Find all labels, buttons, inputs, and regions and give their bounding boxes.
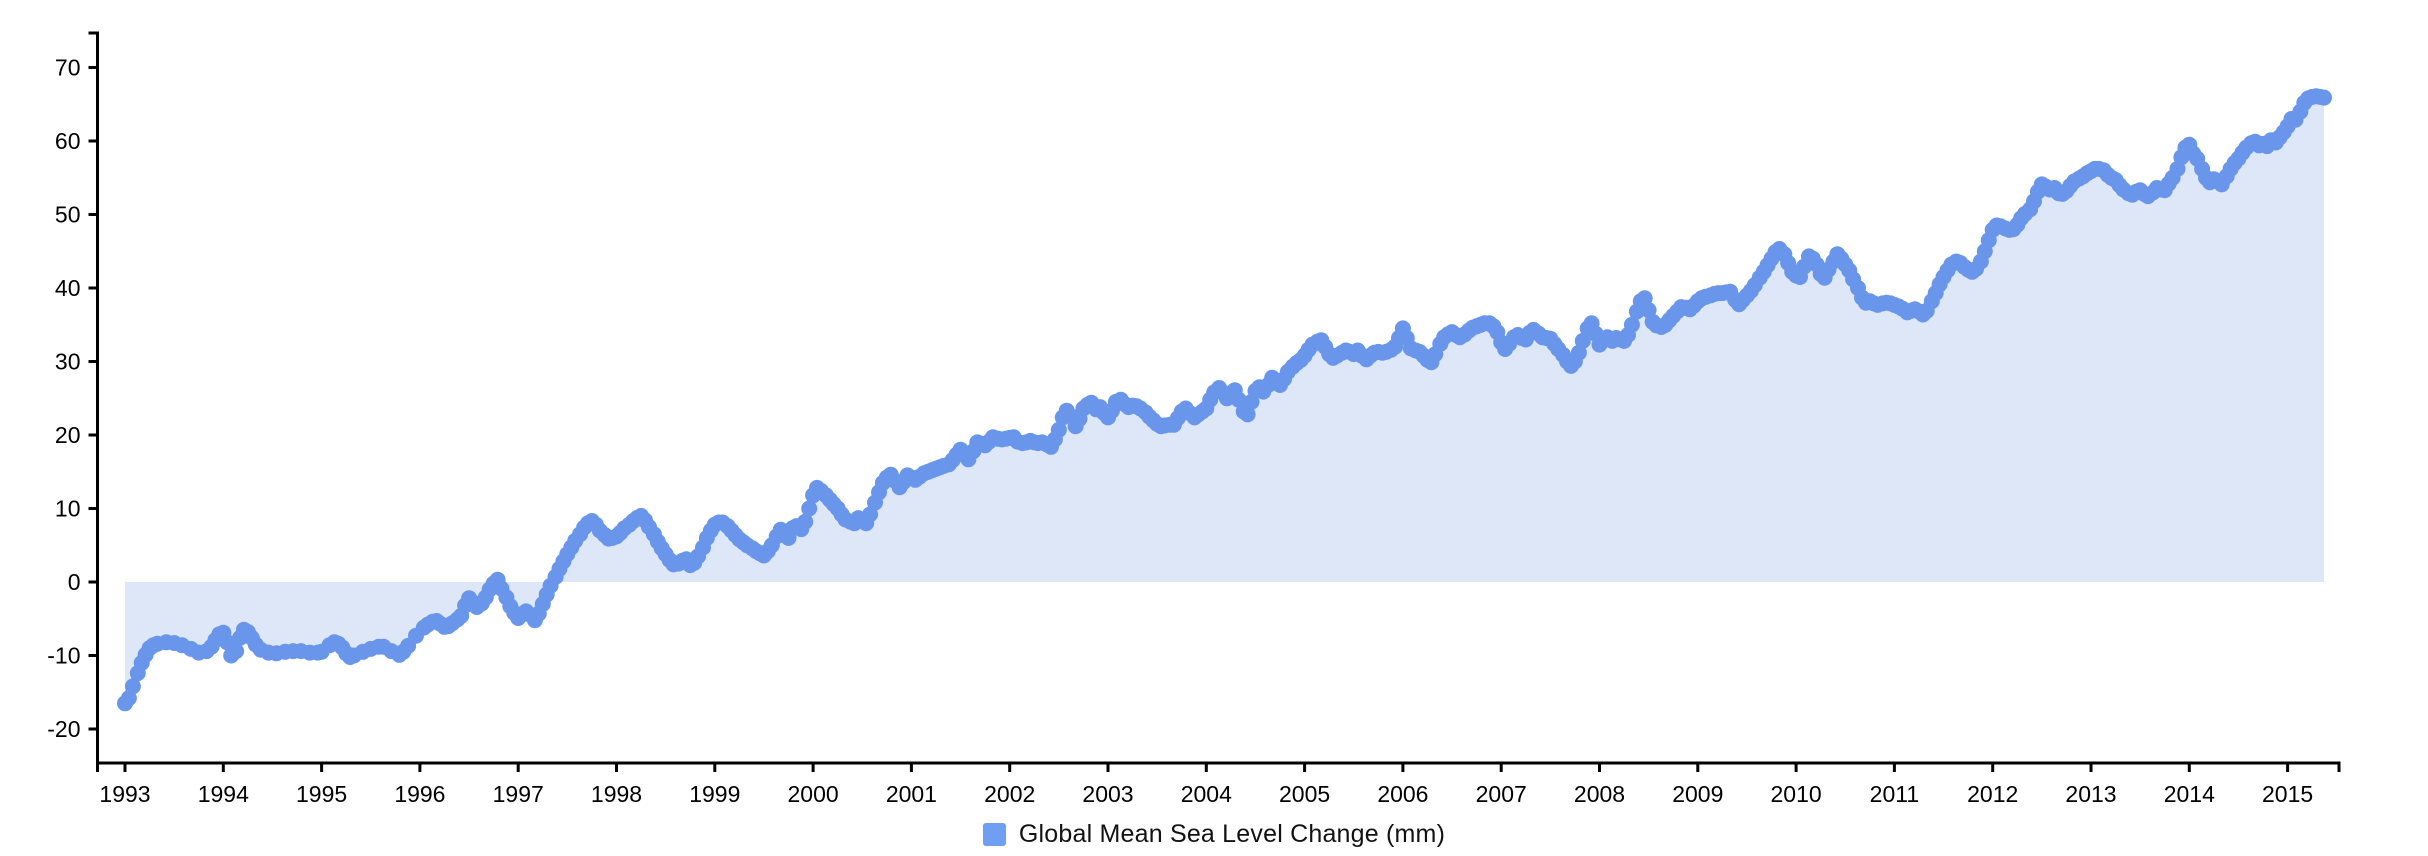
y-axis-tick-label: 0 [68,569,81,595]
x-axis-tick-label: 2014 [2164,781,2215,807]
data-point-marker [1574,332,1591,349]
legend-swatch-icon [982,823,1006,846]
data-point-marker [1050,421,1067,438]
y-axis-tick-label: 50 [55,202,81,228]
x-axis-tick-label: 2015 [2262,781,2313,807]
y-axis-tick-label: 60 [55,128,81,154]
x-axis-tick-label: 1995 [296,781,347,807]
data-point-marker [1623,316,1640,333]
y-axis-line [88,31,99,763]
x-axis-line [96,761,2341,772]
legend: Global Mean Sea Level Change (mm) [0,820,2428,849]
x-axis-tick-label: 2003 [1082,781,1133,807]
x-axis-tick-label: 2008 [1574,781,1625,807]
y-axis-tick-label: 30 [55,349,81,375]
data-point-marker [797,513,814,530]
data-point-marker [801,500,818,517]
x-axis-tick-label: 2005 [1279,781,1330,807]
x-axis-tick-label: 2007 [1476,781,1527,807]
x-axis-tick-label: 2001 [886,781,937,807]
data-point-marker [1239,406,1256,423]
x-axis-tick-label: 1999 [689,781,740,807]
x-axis-tick-label: 1993 [99,781,150,807]
y-axis-tick-label: -10 [47,643,80,669]
legend-label: Global Mean Sea Level Change (mm) [1018,820,1446,848]
y-axis: -20 -10 0 10 20 30 40 50 60 70 [47,31,99,763]
x-axis-tick-label: 2012 [1967,781,2018,807]
x-axis-tick-label: 2004 [1181,781,1232,807]
x-axis-tick-label: 2011 [1870,781,1919,807]
y-axis-tick-label: 20 [55,422,81,448]
x-axis-tick-label: 2009 [1672,781,1723,807]
x-axis-tick-label: 1997 [493,781,544,807]
x-axis-tick-label: 2013 [2065,781,2116,807]
data-point-marker [228,643,245,660]
data-point-marker [2316,89,2332,106]
legend-item[interactable]: Global Mean Sea Level Change (mm) [982,820,1446,849]
x-axis-tick-label: 1994 [198,781,249,807]
x-axis-tick-label: 2000 [788,781,839,807]
y-axis-tick-label: -20 [47,716,80,742]
x-axis-tick-label: 1996 [394,781,445,807]
y-axis-tick-label: 70 [55,55,81,81]
x-axis-tick-label: 2002 [984,781,1035,807]
data-points [117,88,2332,712]
x-axis-tick-label: 2010 [1771,781,1822,807]
x-axis-tick-label: 1998 [591,781,642,807]
data-point-marker [124,678,141,695]
y-axis-tick-label: 10 [55,496,81,522]
x-axis: 1993 1994 1995 1996 1997 1998 1999 2000 2001 2002… [96,761,2341,807]
x-axis-tick-label: 2006 [1377,781,1428,807]
y-axis-tick-label: 40 [55,275,81,301]
